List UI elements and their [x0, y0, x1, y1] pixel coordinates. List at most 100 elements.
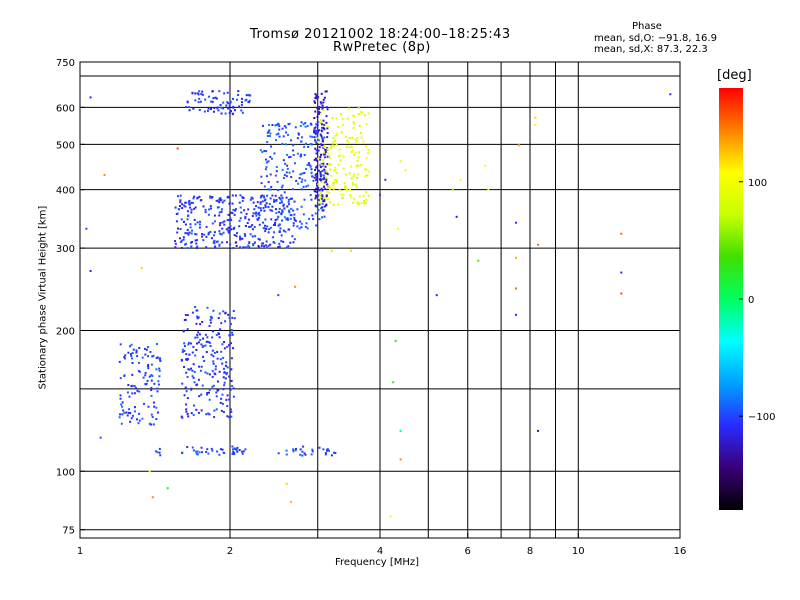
data-point — [278, 207, 281, 210]
data-point — [209, 196, 212, 199]
data-point — [281, 210, 284, 213]
data-point — [150, 363, 153, 366]
data-point — [216, 380, 219, 383]
data-point — [196, 92, 199, 95]
data-point — [267, 160, 270, 163]
data-point — [141, 356, 144, 359]
data-point — [220, 409, 223, 412]
data-point — [222, 107, 225, 110]
data-point — [273, 241, 276, 244]
data-point — [133, 406, 136, 409]
data-point — [249, 233, 252, 236]
data-point — [196, 333, 199, 336]
data-point — [219, 197, 222, 200]
data-point — [135, 349, 138, 352]
data-point — [337, 163, 340, 166]
data-point — [226, 219, 229, 222]
data-point — [216, 240, 219, 243]
data-point — [274, 219, 277, 222]
data-point — [344, 173, 347, 176]
data-point — [285, 126, 288, 129]
data-point — [211, 369, 214, 372]
data-point — [237, 90, 240, 93]
data-point — [215, 408, 218, 411]
data-point — [186, 210, 189, 213]
data-point — [150, 374, 153, 377]
data-point — [399, 458, 402, 461]
data-point — [120, 403, 123, 406]
data-point — [196, 450, 199, 453]
data-point — [204, 344, 207, 347]
data-point — [304, 142, 307, 145]
data-point — [232, 310, 235, 313]
data-point — [239, 238, 242, 241]
data-point — [217, 333, 220, 336]
data-point — [151, 416, 154, 419]
data-point — [319, 120, 322, 123]
data-point — [198, 195, 201, 198]
data-point — [320, 102, 323, 105]
data-point — [205, 450, 208, 453]
data-point — [130, 417, 133, 420]
x-tick-label: 4 — [377, 546, 383, 557]
data-point — [316, 177, 319, 180]
data-point — [277, 224, 280, 227]
data-point — [134, 387, 137, 390]
data-point — [251, 224, 254, 227]
data-point — [200, 409, 203, 412]
data-point — [204, 98, 207, 101]
data-point — [313, 136, 316, 139]
data-point — [266, 140, 269, 143]
data-point — [363, 199, 366, 202]
data-point — [202, 205, 205, 208]
data-point — [183, 365, 186, 368]
data-point — [321, 106, 324, 109]
data-point — [278, 135, 281, 138]
data-point — [325, 170, 328, 173]
data-point — [227, 102, 230, 105]
data-point — [235, 98, 238, 101]
data-point — [249, 94, 252, 97]
data-point — [200, 393, 203, 396]
data-point — [218, 336, 221, 339]
data-point — [177, 208, 180, 211]
data-point — [315, 152, 318, 155]
data-point — [209, 345, 212, 348]
data-point — [209, 319, 212, 322]
data-point — [205, 340, 208, 343]
data-point — [243, 209, 246, 212]
data-point — [229, 100, 232, 103]
data-point — [148, 423, 151, 426]
data-point — [287, 133, 290, 136]
data-point — [285, 453, 288, 456]
data-point — [302, 185, 305, 188]
data-point — [348, 172, 351, 175]
data-point — [263, 149, 266, 152]
data-point — [319, 112, 322, 115]
data-point — [315, 179, 318, 182]
data-point — [365, 168, 368, 171]
data-point — [221, 201, 224, 204]
data-point — [232, 106, 235, 109]
data-point — [218, 370, 221, 373]
data-point — [228, 112, 231, 115]
data-point — [239, 235, 242, 238]
data-point — [193, 404, 196, 407]
data-point — [131, 392, 134, 395]
data-point — [228, 202, 231, 205]
data-point — [271, 205, 274, 208]
data-point — [296, 137, 299, 140]
data-point — [253, 241, 256, 244]
data-point — [176, 212, 179, 215]
data-point — [247, 93, 250, 96]
data-point — [332, 140, 335, 143]
data-point — [323, 198, 326, 201]
data-point — [190, 232, 193, 235]
data-point — [231, 202, 234, 205]
data-point — [339, 154, 342, 157]
data-point — [206, 336, 209, 339]
data-point — [198, 451, 201, 454]
data-point — [263, 185, 266, 188]
data-point — [119, 343, 122, 346]
data-point — [297, 182, 300, 185]
